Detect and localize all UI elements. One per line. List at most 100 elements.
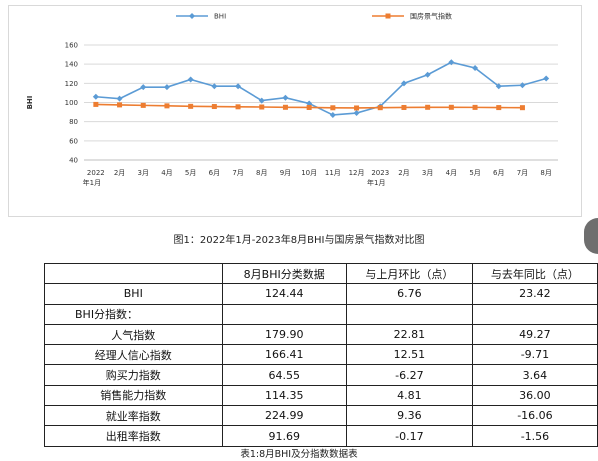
data-point-guofang (330, 105, 336, 111)
table-cell: 4.81 (345, 384, 473, 407)
data-point-guofang (117, 102, 123, 108)
legend-marker (189, 13, 195, 19)
data-point-guofang (259, 104, 265, 110)
table-cell: 49.27 (471, 323, 598, 346)
table-row: 人气指数 179.90 22.81 49.27 (44, 323, 598, 346)
table-cell: 166.41 (221, 344, 347, 366)
data-point-bhi (495, 83, 502, 90)
table-header-row: 8月BHI分类数据 与上月环比（点） 与去年同比（点） (44, 262, 598, 285)
data-point-bhi (306, 100, 313, 107)
x-tick-label: 4月 (161, 169, 172, 177)
data-point-bhi (353, 110, 360, 117)
table-cell: 9.36 (345, 405, 473, 427)
data-point-bhi (140, 84, 147, 91)
data-point-bhi (211, 83, 218, 90)
table-cell: -0.17 (345, 425, 473, 447)
y-tick-label: 160 (65, 42, 78, 50)
legend-label: BHI (214, 13, 226, 21)
data-point-bhi (187, 76, 194, 83)
table-cell: 12.51 (345, 344, 473, 366)
legend-marker (385, 13, 391, 19)
x-tick-label: 2022 (87, 169, 105, 177)
data-point-guofang (354, 105, 360, 111)
table-cell: 224.99 (221, 405, 347, 427)
x-tick-label: 9月 (280, 169, 291, 177)
row-label: 人气指数 (44, 323, 223, 346)
data-point-bhi (424, 71, 431, 78)
data-point-guofang (425, 104, 431, 110)
data-point-bhi (519, 82, 526, 89)
table-header-cell: 与去年同比（点） (471, 262, 598, 285)
table-caption: 表1:8月BHI及分指数数据表 (240, 449, 358, 460)
data-point-guofang (306, 104, 312, 110)
data-point-guofang (472, 104, 478, 110)
x-tick-label: 5月 (185, 169, 196, 177)
x-tick-label: 10月 (301, 169, 317, 177)
table-cell: 124.44 (221, 283, 347, 305)
row-label: 销售能力指数 (44, 384, 223, 407)
table-cell: 3.64 (471, 364, 598, 386)
x-tick-label: 6月 (493, 169, 504, 177)
x-tick-label: 7月 (232, 169, 243, 177)
table-row: 就业率指数 224.99 9.36 -16.06 (44, 405, 598, 427)
figure-caption: 图1：2022年1月-2023年8月BHI与国房景气指数对比图 (173, 235, 425, 246)
data-point-bhi (329, 111, 336, 118)
data-point-bhi (163, 84, 170, 91)
data-point-bhi (258, 97, 265, 104)
table-cell: 23.42 (471, 283, 598, 305)
data-point-guofang (164, 103, 170, 109)
data-point-bhi (472, 65, 479, 71)
data-point-bhi (235, 83, 242, 90)
x-tick-label: 3月 (422, 169, 433, 177)
y-tick-label: 140 (65, 61, 78, 69)
data-point-guofang (401, 104, 407, 110)
data-point-guofang (282, 104, 288, 110)
data-point-bhi (543, 75, 550, 82)
x-tick-label: 5月 (469, 169, 480, 177)
x-tick-label: 2月 (114, 169, 125, 177)
legend-label: 国房景气指数 (410, 12, 452, 21)
table-cell (221, 303, 347, 325)
x-tick-label: 12月 (349, 169, 365, 177)
x-tick-label: 4月 (446, 169, 457, 177)
table-cell: 179.90 (221, 323, 347, 346)
x-tick-label: 11月 (325, 169, 341, 177)
data-point-guofang (93, 101, 99, 107)
table-row: BHI 124.44 6.76 23.42 (44, 283, 598, 305)
data-point-guofang (211, 104, 217, 110)
y-tick-label: 80 (69, 118, 78, 126)
y-tick-label: 60 (69, 137, 78, 145)
data-point-guofang (377, 105, 383, 111)
x-tick-label: 8月 (540, 169, 551, 177)
side-scroll-handle[interactable] (584, 218, 598, 254)
row-label: 就业率指数 (44, 405, 223, 427)
series-line-bhi (95, 61, 547, 116)
y-tick-label: 120 (65, 80, 78, 88)
table-row: 经理人信心指数 166.41 12.51 -9.71 (44, 344, 598, 366)
x-tick-label: 2月 (398, 169, 409, 177)
data-point-guofang (235, 104, 241, 110)
row-label: BHI (44, 283, 223, 305)
y-axis-label: BHI (26, 96, 34, 110)
data-point-bhi (282, 94, 289, 101)
x-tick-label: 2023 (371, 169, 389, 177)
table-row: 购买力指数 64.55 -6.27 3.64 (44, 364, 598, 386)
table-row: 销售能力指数 114.35 4.81 36.00 (44, 384, 598, 407)
y-tick-label: 40 (69, 157, 78, 165)
x-tick-label: 8月 (256, 169, 267, 177)
table-header-cell (44, 262, 223, 285)
data-point-bhi (400, 80, 407, 87)
table-header-cell: 8月BHI分类数据 (221, 262, 347, 285)
row-label: 经理人信心指数 (44, 344, 223, 366)
x-tick-label: 7月 (517, 169, 528, 177)
data-point-guofang (140, 102, 146, 108)
data-point-guofang (448, 104, 454, 110)
row-label: 出租率指数 (44, 425, 223, 447)
data-point-bhi (448, 59, 455, 66)
data-point-guofang (519, 105, 525, 111)
table-cell: -9.71 (471, 344, 598, 366)
table-cell (345, 303, 473, 325)
data-point-bhi (116, 95, 123, 102)
table-cell: 64.55 (221, 364, 347, 386)
